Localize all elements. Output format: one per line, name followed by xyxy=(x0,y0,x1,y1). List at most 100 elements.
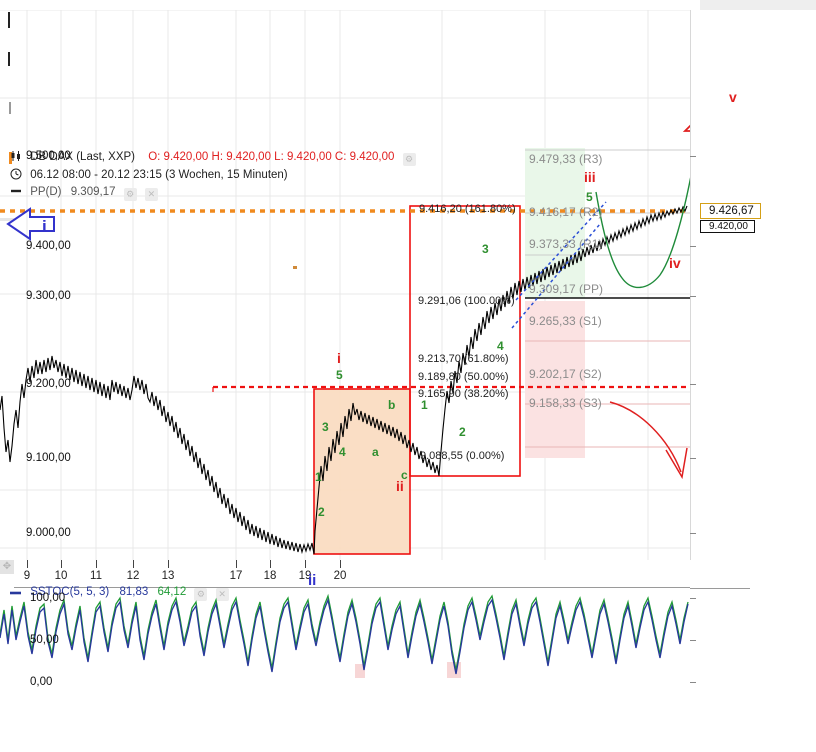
legend-pivot-row: PP(D) 9.309,17 ⚙ ✕ xyxy=(10,185,158,201)
price-tick-9100: 9.100,00 xyxy=(26,452,71,464)
fib-label-50: 9.189,80 (50.00%) xyxy=(418,371,509,383)
price-axis-divider xyxy=(690,10,691,560)
channel-lower-line xyxy=(511,223,601,329)
x-tick-label-11: 11 xyxy=(90,570,102,582)
legend-instrument-row: DB DAX (Last, XXP) O: 9.420,00 H: 9.420,… xyxy=(10,150,416,166)
price-curve xyxy=(0,205,688,555)
wave-label-2-a: 2 xyxy=(318,505,325,519)
pivot-label-r1: 9.373,33 (R1) xyxy=(529,237,603,251)
x-tick-label-12: 12 xyxy=(126,570,140,582)
candlestick-icon xyxy=(10,150,22,165)
wave-label-degree-ii: ii xyxy=(396,478,404,494)
wave-label-4-a: 4 xyxy=(339,445,346,459)
wave-label-degree-i: i xyxy=(337,350,341,366)
left-marker-5 xyxy=(0,218,14,221)
legend-pp-value: 9.309,17 xyxy=(70,186,116,198)
x-tick-label-20: 20 xyxy=(333,570,347,582)
wave-label-3-a: 3 xyxy=(322,420,329,434)
fib-label-100: 9.291,06 (100.00%) xyxy=(418,295,515,307)
stochastic-indicator-pane[interactable] xyxy=(0,588,690,690)
wave-label-b: b xyxy=(388,398,396,412)
fib-label-1618: 9.416,20 (161.80%) xyxy=(419,203,516,215)
indicator-line-d xyxy=(0,593,689,671)
clock-icon xyxy=(10,168,22,183)
price-tick-9500: 9.500,00 xyxy=(26,150,71,162)
legend-timerange-row: 06.12 08:00 - 20.12 23:15 (3 Wochen, 15 … xyxy=(10,168,288,183)
wave-i-left-arrow xyxy=(6,207,55,241)
legend-pp-label: PP(D) xyxy=(30,186,62,198)
prev-close-tag: 9.420,00 xyxy=(700,220,755,233)
wave-label-degree-i-blue: i xyxy=(42,217,47,236)
left-marker-1 xyxy=(8,12,10,28)
gear-icon-pivot[interactable]: ⚙ xyxy=(123,188,137,201)
left-marker-2 xyxy=(8,52,10,66)
indicator-tick-50: 50,00 xyxy=(30,634,59,646)
indicator-axis-top-rule xyxy=(690,588,750,589)
close-icon-pivot[interactable]: ✕ xyxy=(144,188,158,201)
indicator-tick-0: 0,00 xyxy=(30,676,53,688)
price-tick-9000: 9.000,00 xyxy=(26,527,71,539)
wave-label-4-b: 4 xyxy=(497,339,504,353)
pivot-label-s1: 9.265,33 (S1) xyxy=(529,314,602,328)
price-tick-9300: 9.300,00 xyxy=(26,290,71,302)
pivot-label-r2: 9.416,17 (R2) xyxy=(529,205,603,219)
price-tick-9400: 9.400,00 xyxy=(26,240,71,252)
indicator-name: SSTOC(5, 5, 3) xyxy=(30,586,110,598)
legend-timerange: 06.12 08:00 - 20.12 23:15 (3 Wochen, 15 … xyxy=(30,169,288,181)
left-marker-4 xyxy=(9,152,12,164)
wave-label-c: c xyxy=(401,468,408,482)
wave-label-5-a: 5 xyxy=(336,368,343,382)
close-icon-indicator[interactable]: ✕ xyxy=(215,588,229,601)
line-icon-indicator xyxy=(10,588,22,600)
forecast-green-path xyxy=(595,177,690,289)
fib-label-618: 9.213,70 (61.80%) xyxy=(418,353,509,365)
pivot-label-s3: 9.158,33 (S3) xyxy=(529,396,602,410)
marker-dot xyxy=(293,266,297,269)
indicator-tick-100: 100,00 xyxy=(30,592,66,604)
fib-label-0: 9.088,55 (0.00%) xyxy=(420,450,505,462)
legend-ohlc: O: 9.420,00 H: 9.420,00 L: 9.420,00 C: 9… xyxy=(148,151,395,163)
indicator-value-d: 64,12 xyxy=(157,586,187,598)
fibonacci-box xyxy=(409,205,521,477)
wave-label-2-b: 2 xyxy=(459,425,466,439)
channel-upper-line xyxy=(515,201,607,301)
last-price-tag: 9.426,67 xyxy=(700,203,761,219)
support-zone xyxy=(525,301,585,458)
forecast-red-arc xyxy=(609,401,682,473)
x-axis[interactable]: 9 10 11 12 13 17 18 19 20 xyxy=(0,560,690,590)
top-strip-gap xyxy=(0,0,700,10)
indicator-value-k: 81,83 xyxy=(119,586,149,598)
pivot-label-pp: 9.309,17 (PP) xyxy=(529,282,604,296)
wave-label-1-b: 1 xyxy=(421,398,428,412)
wave-label-degree-ii-axis: ii xyxy=(308,572,317,589)
left-marker-3 xyxy=(9,102,11,114)
legend-instrument-name: DB DAX (Last, XXP) xyxy=(30,151,136,163)
wave-label-5-b: 5 xyxy=(586,190,593,204)
wave-label-degree-iv: iv xyxy=(669,255,681,271)
gear-icon[interactable]: ⚙ xyxy=(402,153,416,166)
wave-label-3-b: 3 xyxy=(482,242,489,256)
price-chart-plot[interactable] xyxy=(0,10,690,560)
wave-label-degree-iii: iii xyxy=(584,169,596,185)
x-tick-label-17: 17 xyxy=(229,570,243,582)
gear-icon-indicator[interactable]: ⚙ xyxy=(194,588,208,601)
x-tick-label-18: 18 xyxy=(263,570,277,582)
wave-label-1-a: 1 xyxy=(315,470,322,484)
x-tick-label-19: 19 xyxy=(298,570,312,582)
pivot-label-s2: 9.202,17 (S2) xyxy=(529,367,602,381)
x-tick-label-9: 9 xyxy=(23,570,31,582)
price-tick-9200: 9.200,00 xyxy=(26,378,71,390)
pivot-label-r3: 9.479,33 (R3) xyxy=(529,152,603,166)
x-tick-label-10: 10 xyxy=(54,570,68,582)
fib-label-382: 9.165,90 (38.20%) xyxy=(418,388,509,400)
wave-label-a: a xyxy=(372,445,379,459)
indicator-legend: SSTOC(5, 5, 3) 81,83 64,12 ⚙ ✕ xyxy=(10,586,229,601)
wave-label-degree-v: v xyxy=(729,89,737,105)
indicator-line-k xyxy=(0,597,689,675)
resistance-zone xyxy=(525,148,585,298)
wave-v-up-arrow xyxy=(682,124,690,132)
forecast-red-arrowhead xyxy=(665,447,688,480)
move-icon[interactable]: ✥ xyxy=(0,560,14,574)
x-axis-line xyxy=(14,587,690,588)
